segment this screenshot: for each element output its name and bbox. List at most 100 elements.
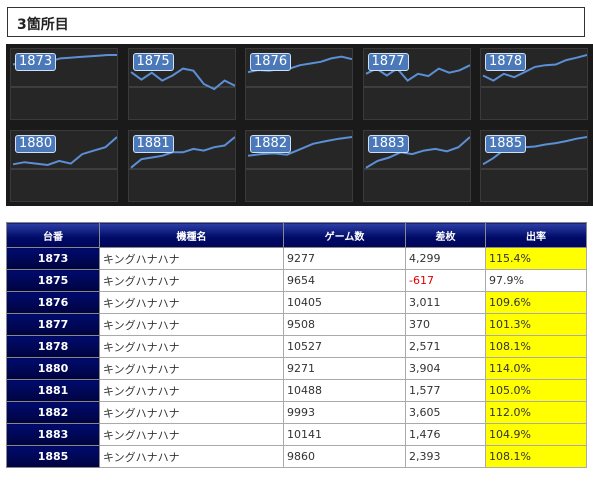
cell-difference: 370 xyxy=(405,313,486,336)
cell-difference: 1,577 xyxy=(405,379,486,402)
cell-game-count: 10488 xyxy=(283,379,406,402)
cell-machine-name: キングハナハナ xyxy=(99,269,284,292)
cell-difference: 3,904 xyxy=(405,357,486,380)
graph-machine-label: 1880 xyxy=(15,135,57,153)
cell-difference: 2,571 xyxy=(405,335,486,358)
graph-machine-label: 1885 xyxy=(485,135,527,153)
cell-machine-number: 1875 xyxy=(6,269,100,292)
cell-difference: -617 xyxy=(405,269,486,292)
cell-machine-number: 1878 xyxy=(6,335,100,358)
cell-machine-number: 1885 xyxy=(6,445,100,468)
graph-thumbnail-1875[interactable]: 1875 xyxy=(127,48,236,120)
graph-machine-label: 1876 xyxy=(250,53,292,71)
graph-line-chart xyxy=(11,136,117,170)
graph-line-chart xyxy=(128,67,235,91)
graph-machine-label: 1881 xyxy=(132,135,174,153)
header-game-count[interactable]: ゲーム数 xyxy=(283,222,406,248)
graph-thumbnail-1880[interactable]: 1880 xyxy=(10,130,118,202)
cell-game-count: 9271 xyxy=(283,357,406,380)
cell-game-count: 10527 xyxy=(283,335,406,358)
cell-machine-number: 1876 xyxy=(6,291,100,314)
table-row[interactable]: 1875 キングハナハナ 9654 -617 97.9% xyxy=(6,269,587,292)
section-title: 3箇所目 xyxy=(17,17,69,33)
cell-difference: 3,011 xyxy=(405,291,486,314)
graph-thumbnail-1876[interactable]: 1876 xyxy=(245,48,353,120)
graph-line-chart xyxy=(481,54,587,88)
cell-difference: 4,299 xyxy=(405,247,486,270)
cell-payout-rate: 97.9% xyxy=(485,269,587,292)
section-title-box: 3箇所目 xyxy=(7,7,585,37)
cell-payout-rate: 108.1% xyxy=(485,445,587,468)
cell-machine-name: キングハナハナ xyxy=(99,423,284,446)
graph-thumbnail-1883[interactable]: 1883 xyxy=(362,130,471,202)
cell-payout-rate: 104.9% xyxy=(485,423,587,446)
graph-series-line xyxy=(129,67,235,91)
cell-game-count: 10141 xyxy=(283,423,406,446)
table-header-row: 台番 機種名 ゲーム数 差枚 出率 xyxy=(6,222,587,248)
table-row[interactable]: 1873 キングハナハナ 9277 4,299 115.4% xyxy=(6,247,587,270)
cell-machine-name: キングハナハナ xyxy=(99,401,284,424)
machine-data-table: 台番 機種名 ゲーム数 差枚 出率 1873 キングハナハナ 9277 4,299 11… xyxy=(6,222,587,468)
graph-thumbnail-1881[interactable]: 1881 xyxy=(127,130,236,202)
header-machine-number[interactable]: 台番 xyxy=(6,222,100,248)
table-row[interactable]: 1876 キングハナハナ 10405 3,011 109.6% xyxy=(6,291,587,314)
table-row[interactable]: 1885 キングハナハナ 9860 2,393 108.1% xyxy=(6,445,587,468)
graph-machine-label: 1883 xyxy=(367,135,409,153)
graph-series-line xyxy=(364,136,470,169)
graph-thumbnail-1882[interactable]: 1882 xyxy=(245,130,353,202)
graph-machine-label: 1878 xyxy=(485,53,527,71)
cell-machine-name: キングハナハナ xyxy=(99,247,284,270)
cell-game-count: 9654 xyxy=(283,269,406,292)
graph-line-chart xyxy=(246,136,352,170)
cell-payout-rate: 105.0% xyxy=(485,379,587,402)
cell-payout-rate: 112.0% xyxy=(485,401,587,424)
cell-payout-rate: 108.1% xyxy=(485,335,587,358)
graph-thumbnail-1885[interactable]: 1885 xyxy=(480,130,588,202)
cell-machine-number: 1880 xyxy=(6,357,100,380)
cell-payout-rate: 114.0% xyxy=(485,357,587,380)
cell-machine-number: 1881 xyxy=(6,379,100,402)
graph-line-chart xyxy=(363,64,470,88)
graph-thumbnail-1877[interactable]: 1877 xyxy=(362,48,471,120)
table-row[interactable]: 1877 キングハナハナ 9508 370 101.3% xyxy=(6,313,587,336)
cell-payout-rate: 109.6% xyxy=(485,291,587,314)
cell-game-count: 9277 xyxy=(283,247,406,270)
graph-line-chart xyxy=(363,136,470,170)
cell-machine-number: 1883 xyxy=(6,423,100,446)
graph-machine-label: 1882 xyxy=(250,135,292,153)
graph-thumbnail-grid: 1873 1875 1876 1877 1878 1880 1881 1882 1883 1885 xyxy=(6,44,593,206)
table-row[interactable]: 1878 キングハナハナ 10527 2,571 108.1% xyxy=(6,335,587,358)
cell-game-count: 9508 xyxy=(283,313,406,336)
table-row[interactable]: 1882 キングハナハナ 9993 3,605 112.0% xyxy=(6,401,587,424)
cell-difference: 3,605 xyxy=(405,401,486,424)
graph-line-chart xyxy=(128,136,235,170)
graph-machine-label: 1875 xyxy=(132,53,174,71)
table-row[interactable]: 1880 キングハナハナ 9271 3,904 114.0% xyxy=(6,357,587,380)
cell-machine-number: 1873 xyxy=(6,247,100,270)
graph-thumbnail-1878[interactable]: 1878 xyxy=(480,48,588,120)
graph-series-line xyxy=(12,136,117,167)
graph-thumbnail-1873[interactable]: 1873 xyxy=(10,48,118,120)
cell-payout-rate: 101.3% xyxy=(485,313,587,336)
cell-payout-rate: 115.4% xyxy=(485,247,587,270)
cell-machine-name: キングハナハナ xyxy=(99,291,284,314)
graph-machine-label: 1877 xyxy=(367,53,409,71)
graph-machine-label: 1873 xyxy=(15,53,57,71)
cell-game-count: 10405 xyxy=(283,291,406,314)
table-row[interactable]: 1883 キングハナハナ 10141 1,476 104.9% xyxy=(6,423,587,446)
table-row[interactable]: 1881 キングハナハナ 10488 1,577 105.0% xyxy=(6,379,587,402)
cell-machine-name: キングハナハナ xyxy=(99,335,284,358)
cell-game-count: 9993 xyxy=(283,401,406,424)
cell-difference: 1,476 xyxy=(405,423,486,446)
cell-machine-name: キングハナハナ xyxy=(99,357,284,380)
header-difference[interactable]: 差枚 xyxy=(405,222,486,248)
header-machine-name[interactable]: 機種名 xyxy=(99,222,284,248)
cell-machine-number: 1882 xyxy=(6,401,100,424)
header-payout-rate[interactable]: 出率 xyxy=(485,222,587,248)
cell-machine-name: キングハナハナ xyxy=(99,313,284,336)
cell-game-count: 9860 xyxy=(283,445,406,468)
cell-difference: 2,393 xyxy=(405,445,486,468)
cell-machine-name: キングハナハナ xyxy=(99,445,284,468)
graph-series-line xyxy=(365,64,470,82)
graph-series-line xyxy=(129,136,235,169)
